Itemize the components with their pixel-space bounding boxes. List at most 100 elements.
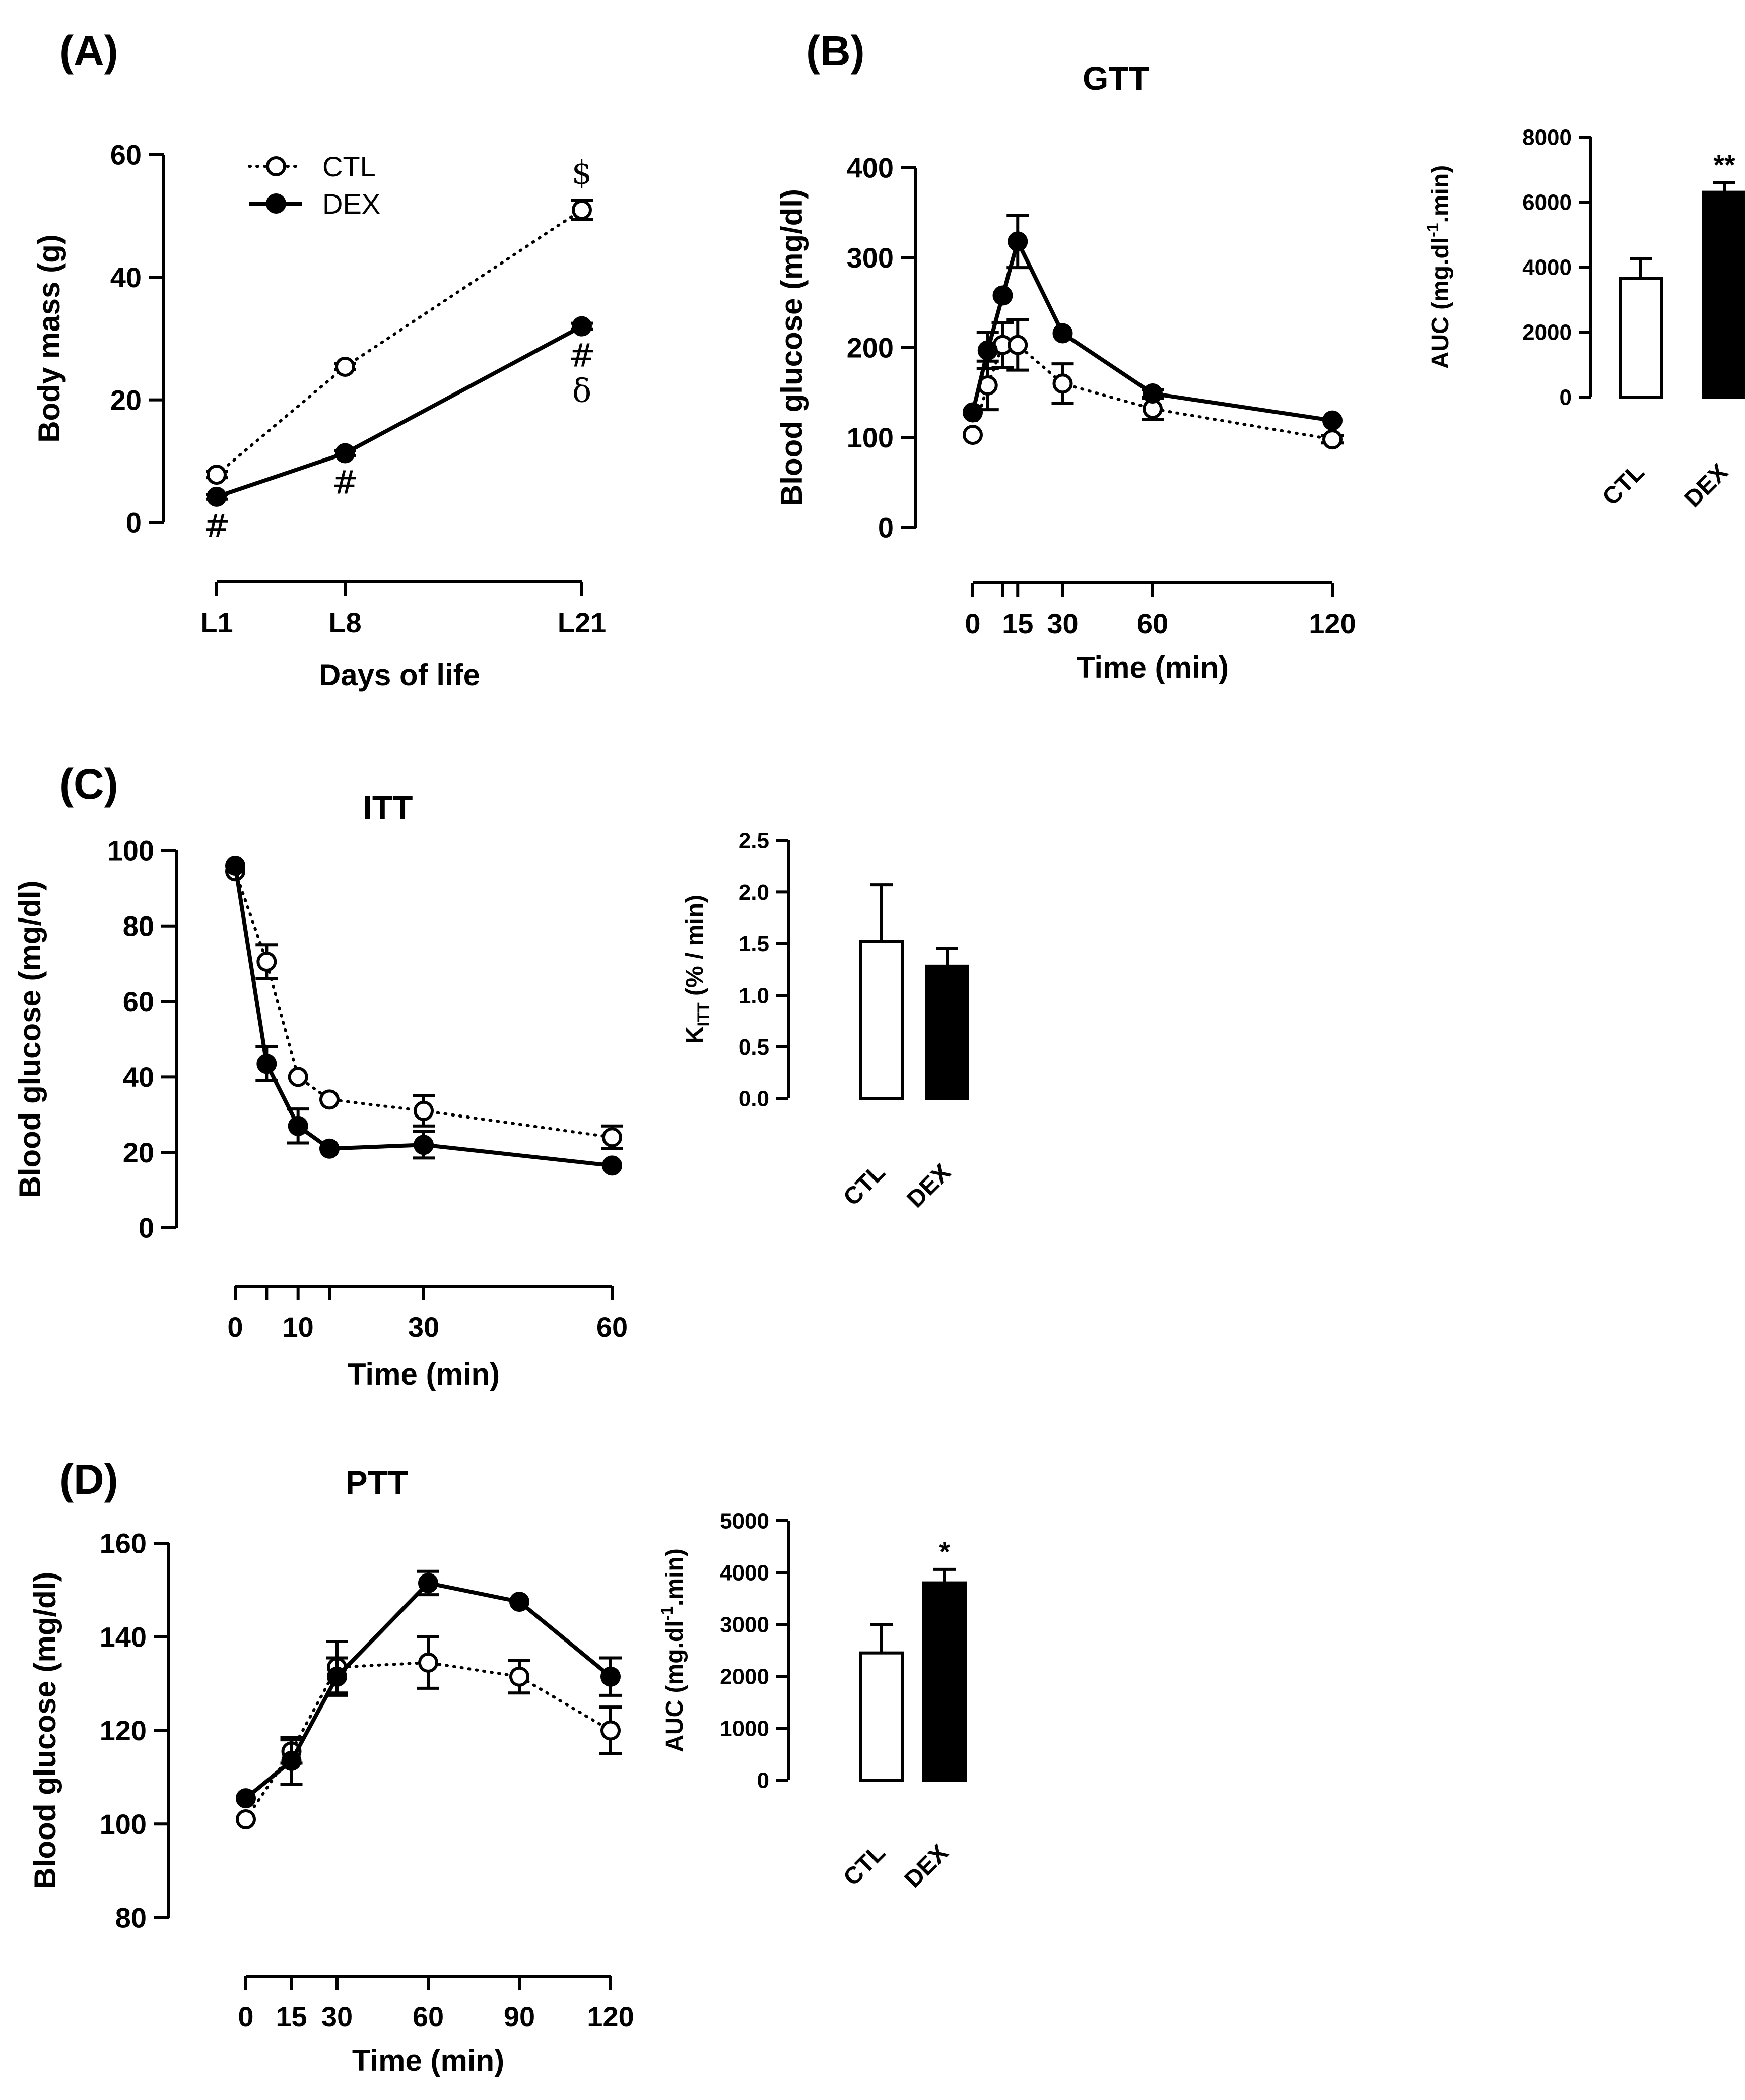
panel-c-inset-bar-dex: DEX (902, 947, 969, 1213)
panel-c-series-dex-point (414, 1135, 434, 1155)
panel-d-inset-bar (859, 1651, 904, 1782)
panel-d-series-dex-point (600, 1666, 621, 1687)
panel-c-series-dex-point (602, 1155, 622, 1176)
panel-b-x-tick-label: 120 (1309, 608, 1356, 639)
panel-b-inset-bar (1619, 277, 1663, 399)
panel-c-inset-bar (859, 940, 904, 1100)
panel-d-x-tick-label: 60 (413, 2001, 444, 2032)
panel-b-series-ctl-point (963, 425, 983, 445)
panel-c-series-ctl-point (256, 951, 277, 972)
panel-a-y-axis-tick-label: 40 (110, 261, 142, 293)
panel-d-inset-y-label: AUC (mg.dl-1.min) (658, 1548, 688, 1752)
panel-a-series-dex-point (335, 443, 355, 464)
panel-d-series-ctl (236, 1635, 622, 1829)
panel-b-inset-bar-ctl: CTL (1597, 257, 1663, 511)
panel-b-inset-significance: ** (1713, 149, 1735, 180)
panel-c-y-axis-tick-label: 100 (107, 835, 154, 867)
panel-d-title: PTT (346, 1464, 409, 1501)
panel-a-series-ctl (206, 199, 593, 485)
panel-d-y-axis-tick-label: 160 (100, 1528, 147, 1559)
panel-a-x-axis: L1 L8 L21 (200, 580, 607, 638)
panel-c-inset-y-axis-tick-label: 0.5 (739, 1035, 769, 1060)
panel-b-series-dex-point (977, 340, 998, 361)
panel-b-series-ctl-point (1008, 335, 1028, 355)
panel-a-series-ctl-line (215, 208, 583, 477)
panel-d-inset-y-axis-tick-label: 5000 (720, 1508, 769, 1533)
panel-c-inset-y-axis-tick-label: 1.0 (739, 983, 769, 1008)
panel-b-inset-y-label: AUC (mg.dl-1.min) (1424, 165, 1454, 369)
panel-d-series-ctl-point (418, 1652, 438, 1673)
panel-c-inset-y-axis-tick-label: 0.0 (739, 1086, 769, 1111)
panel-b-x-tick-label: 30 (1047, 608, 1078, 639)
panel-d-series-dex-point (327, 1666, 347, 1687)
panel-a-series-dex (206, 316, 593, 507)
panel-d-x-tick-label: 15 (276, 2001, 307, 2032)
panel-d-inset-category-label: DEX (900, 1839, 954, 1893)
panel-d-y-axis-tick-label: 100 (100, 1808, 147, 1840)
panel-a-x-tick-label: L8 (328, 607, 361, 638)
panel-b-y-axis-tick-label: 200 (847, 332, 894, 364)
panel-b-inset-y-axis-tick-label: 8000 (1522, 125, 1572, 150)
panel-c-series-ctl-point (414, 1100, 434, 1121)
legend: CTL DEX (248, 151, 380, 220)
panel-a-series-dex-point (207, 486, 227, 507)
panel-b-series-dex-point (1008, 231, 1028, 252)
panel-d-x-axis: 0 15 30 60 90 120 (238, 1975, 634, 2032)
panel-a-x-tick-label: L21 (558, 607, 607, 638)
panel-b-inset-category-label: CTL (1597, 458, 1649, 510)
panel-d-series-ctl-point (236, 1809, 256, 1829)
panel-a-y-axis-tick-label: 60 (110, 139, 142, 171)
panel-a-y-label: Body mass (g) (32, 234, 66, 442)
panel-a-series-ctl-point (335, 356, 355, 377)
panel-d-series-dex (236, 1569, 622, 1809)
panel-c-inset-bar-ctl: CTL (838, 883, 904, 1211)
panel-b-series-ctl (963, 318, 1344, 450)
panel-a-y-axis: 0 20 40 60 (110, 139, 165, 539)
panel-c-y-axis-tick-label: 60 (123, 986, 154, 1017)
panel-b-inset-y-axis-tick-label: 4000 (1522, 255, 1572, 280)
panel-b-y-axis-tick-label: 400 (847, 152, 894, 184)
panel-c-series-ctl (225, 861, 623, 1150)
panel-d-inset-y-axis-tick-label: 4000 (720, 1560, 769, 1585)
panel-d-x-tick-label: 90 (504, 2001, 535, 2032)
panel-a-series-dex-point (572, 316, 592, 337)
panel-a-series-ctl-point (207, 465, 227, 485)
panel-b-x-tick-label: 0 (965, 608, 980, 639)
panel-c-inset-category-label: CTL (838, 1159, 890, 1211)
panel-d-inset-bar (922, 1581, 967, 1782)
panel-a-y-axis-tick-label: 20 (110, 384, 142, 416)
panel-a-annotation: # (203, 508, 230, 545)
panel-c-series-dex-line (233, 865, 613, 1168)
panel-d-series-ctl-point (509, 1666, 529, 1687)
panel-c-series-ctl-point (602, 1127, 622, 1148)
panel-c-y-axis-tick-label: 40 (123, 1061, 154, 1093)
panel-a-annotation: δ (572, 373, 592, 410)
panel-c-series-dex (225, 855, 622, 1176)
panel-b-y-axis-tick-label: 100 (847, 422, 894, 453)
panel-d-x-label: Time (min) (352, 2044, 504, 2077)
panel-a-x-tick-label: L1 (200, 607, 233, 638)
panel-b-title: GTT (1083, 59, 1149, 97)
panel-d-series-dex-point (236, 1788, 256, 1809)
panel-c-x-tick-label: 10 (283, 1311, 314, 1343)
panel-b-series-dex-point (1143, 383, 1163, 404)
panel-b-inset-category-label: DEX (1680, 458, 1733, 512)
panel-c-inset-bar (925, 964, 969, 1100)
panel-b-y-label: Blood glucose (mg/dl) (775, 189, 809, 506)
panel-c-series-dex-point (288, 1115, 308, 1136)
panel-c-inset-y-label: KITT (% / min) (682, 895, 712, 1044)
panel-d-y-axis-tick-label: 80 (115, 1902, 147, 1934)
panel-b-series-dex (963, 214, 1343, 431)
panel-b-series-dex-point (963, 402, 983, 423)
panel-d-y-label: Blood glucose (mg/dl) (28, 1572, 62, 1889)
panel-d-x-tick-label: 120 (587, 2001, 634, 2032)
panel-a-annotation: # (331, 465, 359, 502)
panel-d-inset-y-axis-tick-label: 3000 (720, 1612, 769, 1637)
panel-d-series-dex-line (244, 1581, 612, 1800)
panel-b-series-dex-point (1322, 410, 1343, 431)
panel-d-inset-significance: * (939, 1536, 950, 1567)
panel-b-y-axis-tick-label: 300 (847, 242, 894, 274)
panel-b-x-axis: 0 15 30 60 120 (965, 581, 1356, 639)
panel-a-label: (A) (59, 27, 118, 75)
